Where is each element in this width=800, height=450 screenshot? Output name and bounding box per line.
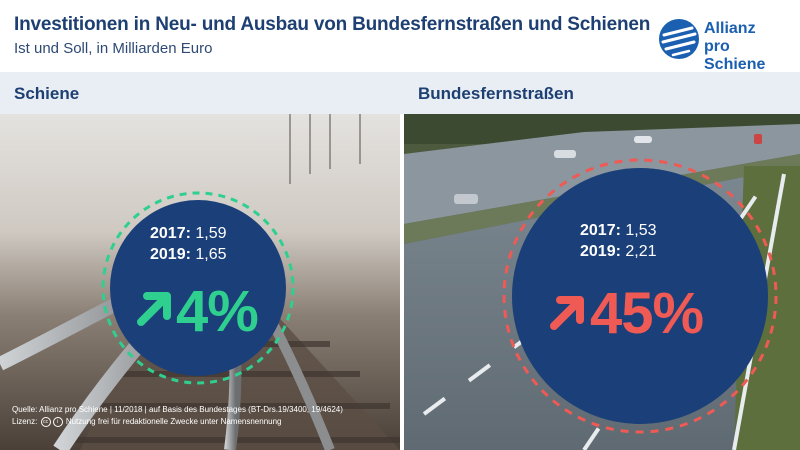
rail-arrow-icon <box>137 292 171 326</box>
road-row-2017: 2017: 1,53 <box>580 220 657 241</box>
source-line: Quelle: Allianz pro Schiene | 11/2018 | … <box>12 405 343 414</box>
road-year-2017: 2017: <box>580 222 621 239</box>
road-arrow-icon <box>550 296 584 330</box>
rail-value-2017: 1,59 <box>195 225 227 242</box>
road-circle <box>512 168 768 424</box>
road-values: 2017: 1,53 2019: 2,21 <box>580 220 657 262</box>
rail-row-2017: 2017: 1,59 <box>150 223 227 244</box>
road-row-2019: 2019: 2,21 <box>580 241 657 262</box>
rail-year-2019: 2019: <box>150 246 191 263</box>
divider <box>400 114 404 450</box>
section-label-strasse: Bundesfernstraßen <box>418 84 574 103</box>
rail-year-2017: 2017: <box>150 225 191 242</box>
road-value-2019: 2,21 <box>625 243 657 260</box>
license-label: Lizenz: <box>12 417 38 426</box>
chart-title: Investitionen in Neu- und Ausbau von Bun… <box>14 14 651 35</box>
cc-icon: cc <box>40 416 51 427</box>
rail-value-2019: 1,65 <box>195 246 227 263</box>
logo-line-2: pro Schiene <box>704 38 766 73</box>
road-value-2017: 1,53 <box>625 222 657 239</box>
rail-row-2019: 2019: 1,65 <box>150 244 227 265</box>
logo-text: Allianz pro Schiene <box>704 20 788 74</box>
road-ring <box>502 158 778 434</box>
allianz-logo-icon <box>659 19 699 59</box>
allianz-logo: Allianz pro Schiene <box>658 18 788 73</box>
rail-circle <box>110 200 286 376</box>
license-text: Nutzung frei für redaktionelle Zwecke un… <box>65 417 282 426</box>
license-line: Lizenz: cc i Nutzung frei für redaktionel… <box>12 416 397 428</box>
section-strip <box>0 72 800 114</box>
road-year-2019: 2019: <box>580 243 621 260</box>
rail-ring <box>101 191 295 385</box>
logo-line-1: Allianz <box>704 20 756 37</box>
rail-change: 4% <box>176 279 259 344</box>
header: Investitionen in Neu- und Ausbau von Bun… <box>0 0 800 73</box>
source-note: Quelle: Allianz pro Schiene | 11/2018 | … <box>12 404 397 428</box>
chart-subtitle: Ist und Soll, in Milliarden Euro <box>14 40 213 57</box>
rail-values: 2017: 1,59 2019: 1,65 <box>150 223 227 265</box>
road-change: 45% <box>590 281 704 346</box>
by-icon: i <box>52 416 63 427</box>
section-label-schiene: Schiene <box>14 84 80 103</box>
